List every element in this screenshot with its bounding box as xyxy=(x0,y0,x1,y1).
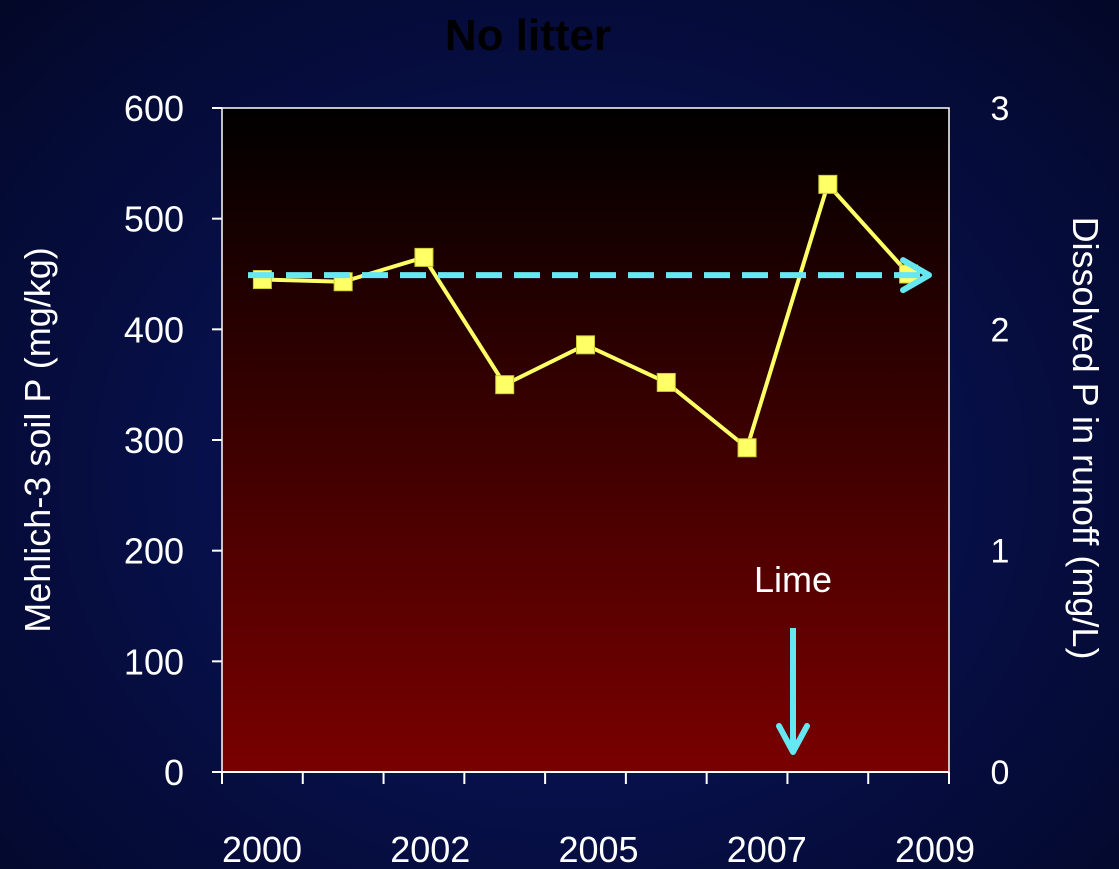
data-point-marker xyxy=(577,336,595,354)
data-point-marker xyxy=(819,175,837,193)
y-axis-left-title: Mehlich-3 soil P (mg/kg) xyxy=(17,247,58,632)
x-tick-label: 2007 xyxy=(727,829,807,869)
x-tick-label: 2009 xyxy=(895,829,975,869)
x-tick-label: 2000 xyxy=(222,829,302,869)
right-axis: 0 1 2 3 xyxy=(991,90,1010,792)
chart-title: No litter xyxy=(445,11,611,60)
y-right-tick-label: 1 xyxy=(991,533,1010,571)
data-point-marker xyxy=(738,439,756,457)
data-point-marker xyxy=(496,376,514,394)
y-tick-label: 300 xyxy=(124,420,184,461)
y-right-tick-label: 3 xyxy=(991,90,1010,128)
y-tick-label: 0 xyxy=(164,752,184,793)
data-point-marker xyxy=(415,248,433,266)
data-point-marker xyxy=(657,373,675,391)
left-axis: 0 100 200 300 400 500 600 xyxy=(124,88,222,793)
y-right-tick-label: 0 xyxy=(991,754,1010,792)
lime-annotation-label: Lime xyxy=(754,559,832,600)
y-tick-label: 100 xyxy=(124,641,184,682)
y-tick-label: 200 xyxy=(124,531,184,572)
y-tick-label: 500 xyxy=(124,199,184,240)
bottom-axis: 2000 2002 2005 2007 2009 xyxy=(222,772,975,869)
plot-area xyxy=(222,108,949,772)
y-tick-label: 600 xyxy=(124,88,184,129)
y-tick-label: 400 xyxy=(124,309,184,350)
x-tick-label: 2002 xyxy=(390,829,470,869)
y-right-tick-label: 2 xyxy=(991,311,1010,349)
x-tick-label: 2005 xyxy=(558,829,638,869)
y-axis-right-title: Dissolved P in runoff (mg/L) xyxy=(1065,217,1106,660)
